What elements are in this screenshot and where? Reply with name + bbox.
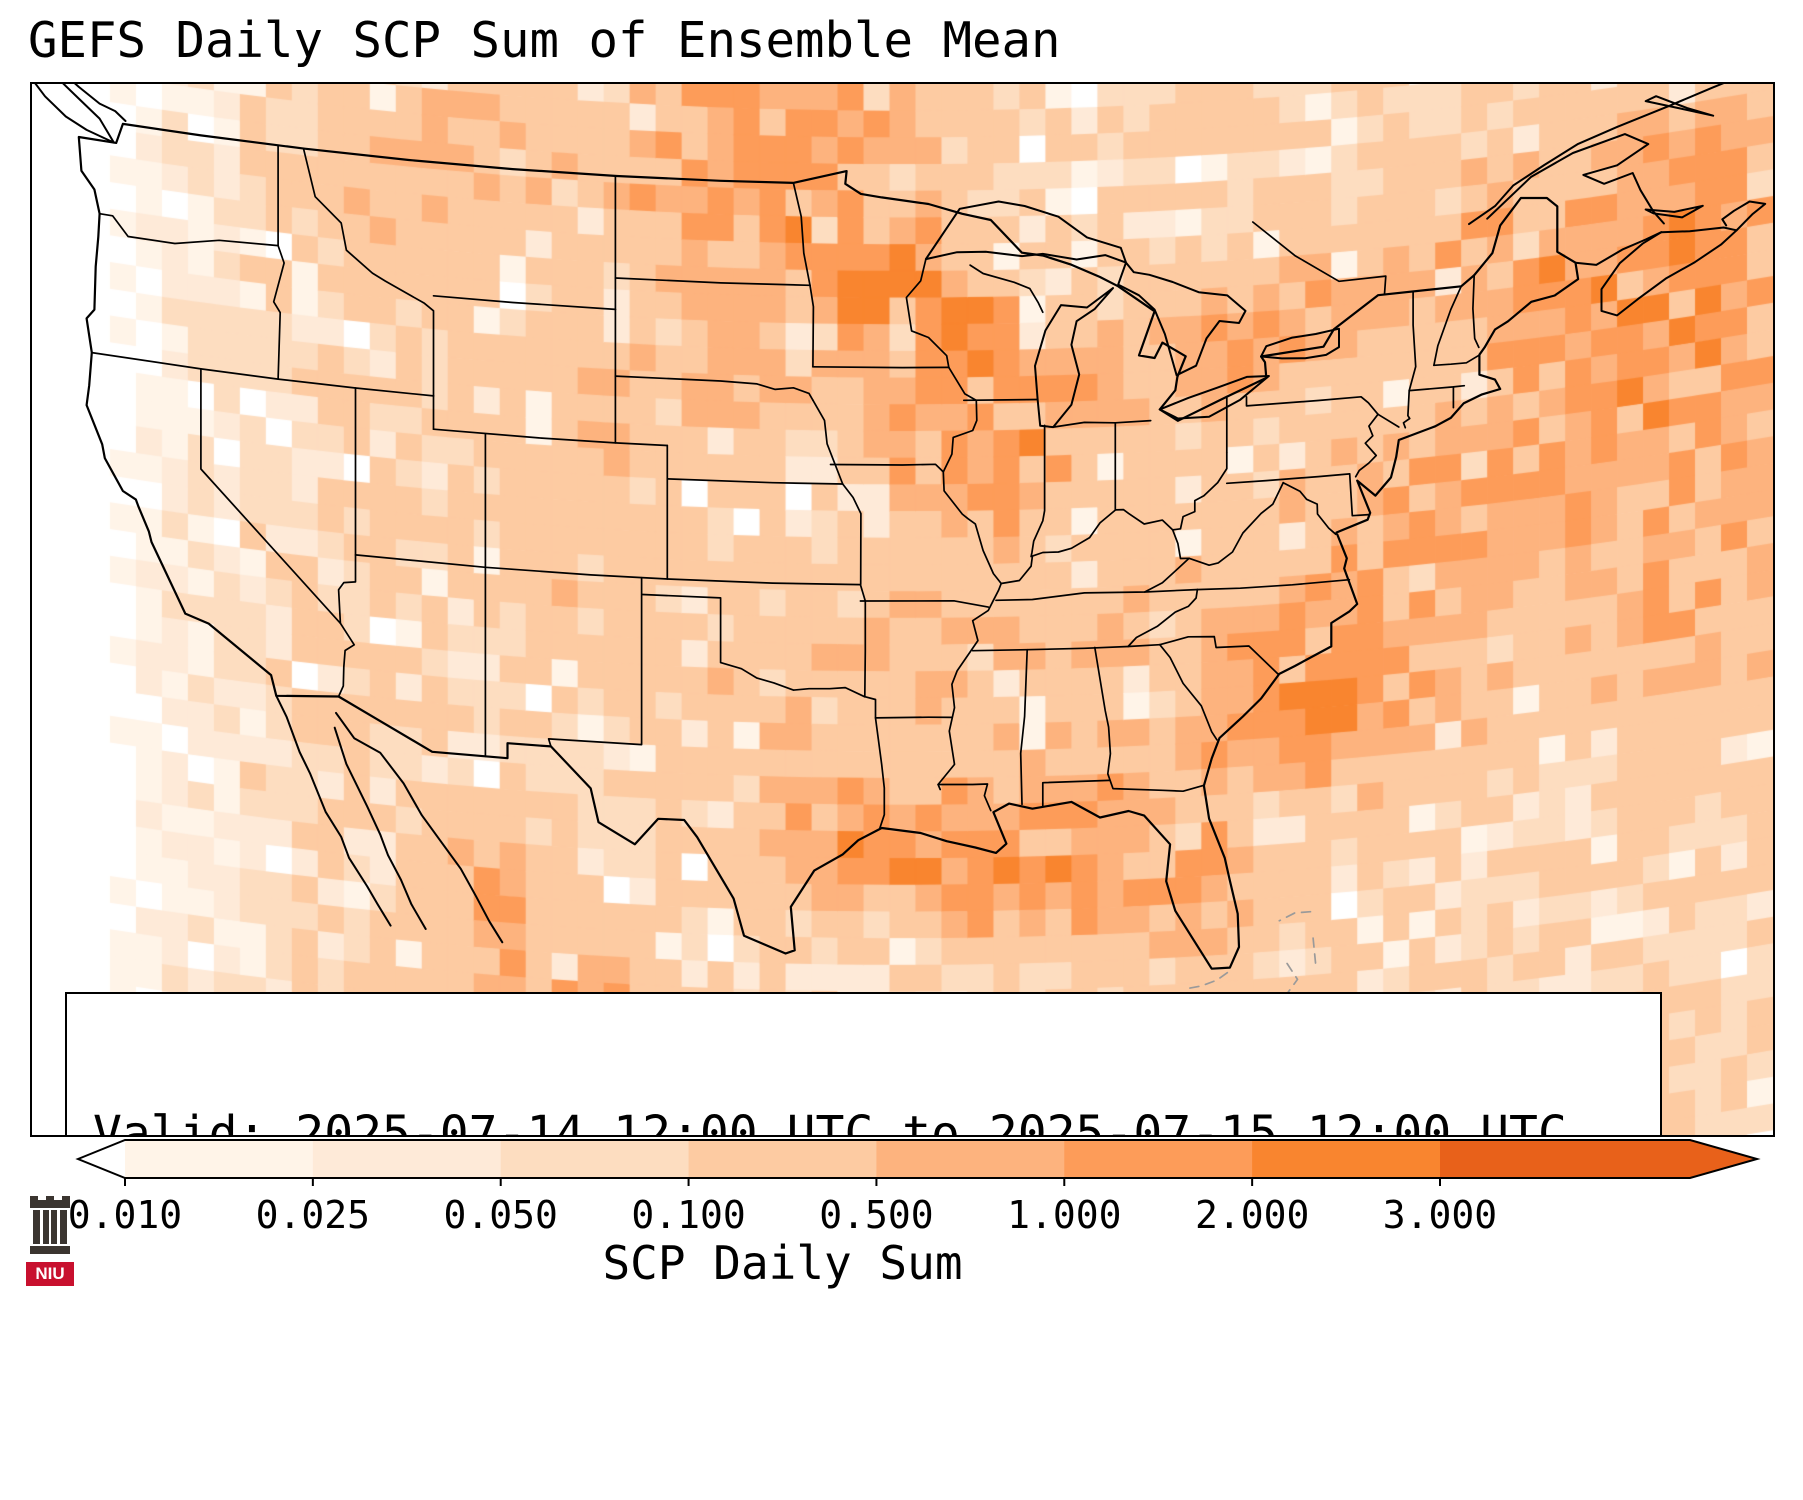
colorbar-label: SCP Daily Sum: [602, 1236, 963, 1290]
figure-title: GEFS Daily SCP Sum of Ensemble Mean: [28, 12, 1061, 69]
colorbar-tick-label: 2.000: [1195, 1193, 1309, 1237]
niu-castle-icon: [30, 1196, 70, 1254]
niu-logo-text: NIU: [26, 1262, 74, 1286]
map-panel: Valid: 2025-07-14 12:00 UTC to 2025-07-1…: [30, 82, 1775, 1137]
colorbar-tick-label: 0.010: [68, 1193, 182, 1237]
colorbar-tick-label: 1.000: [1007, 1193, 1121, 1237]
niu-logo: NIU: [26, 1196, 74, 1286]
colorbar-tick-label: 3.000: [1383, 1193, 1497, 1237]
colorbar: 0.010 0.025 0.050 0.100 0.500 1.000 2.000 3.000: [68, 1139, 1761, 1237]
heatmap-canvas: [32, 84, 1773, 1135]
colorbar-tick-label: 0.050: [444, 1193, 558, 1237]
colorbar-tick-label: 0.100: [631, 1193, 745, 1237]
info-box: Valid: 2025-07-14 12:00 UTC to 2025-07-1…: [65, 992, 1662, 1137]
map-borders-overlay: [34, 84, 1767, 1113]
colorbar-tick-label: 0.500: [819, 1193, 933, 1237]
valid-text: Valid: 2025-07-14 12:00 UTC to 2025-07-1…: [93, 1106, 1567, 1137]
colorbar-tick-label: 0.025: [256, 1193, 370, 1237]
